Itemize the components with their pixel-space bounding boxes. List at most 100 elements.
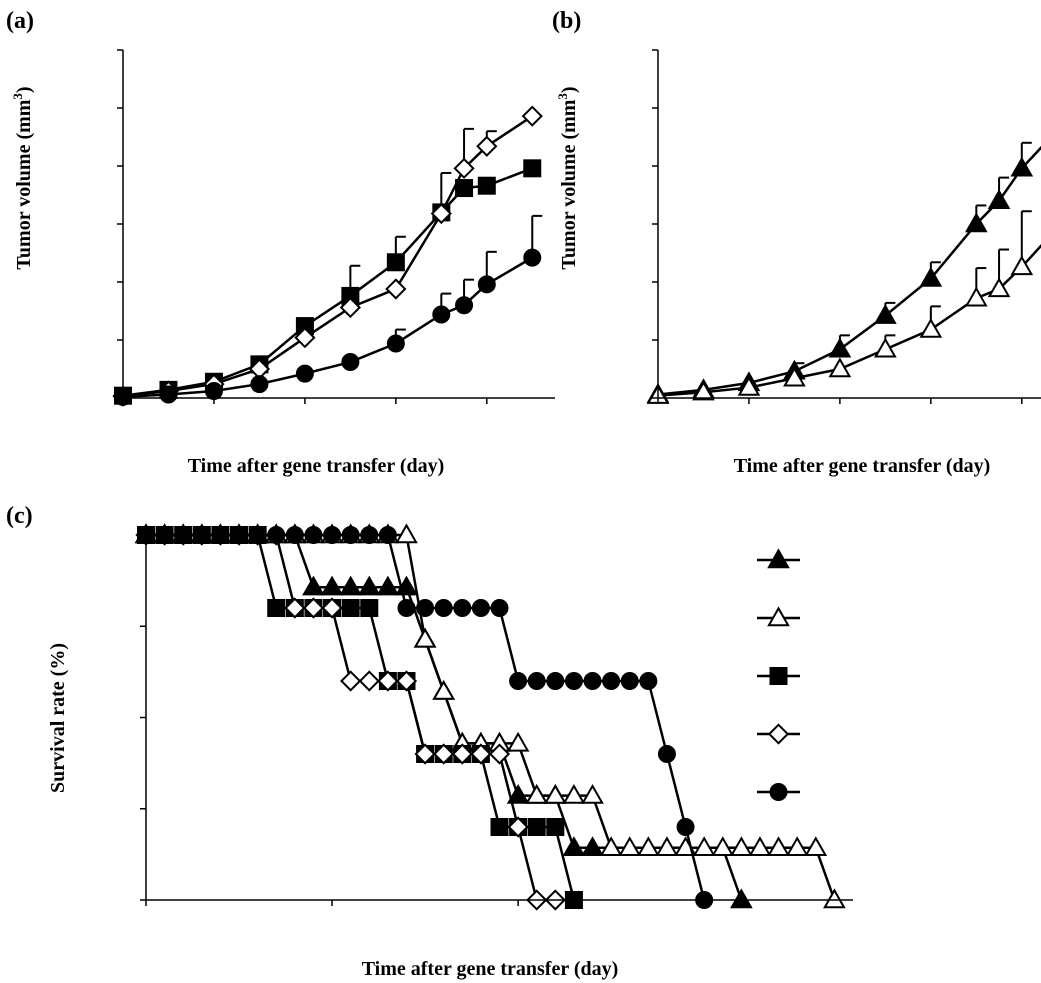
data-point (748, 836, 772, 857)
data-point (385, 278, 407, 300)
series-wild-type-pcpg-hu- (112, 105, 543, 407)
series-line (122, 256, 533, 399)
data-point (386, 334, 405, 353)
data-point (828, 337, 852, 358)
data-point (564, 672, 583, 690)
data-point (639, 672, 658, 690)
data-point (823, 888, 846, 909)
data-point (804, 836, 828, 857)
data-point (737, 375, 761, 396)
data-point (521, 105, 543, 127)
data-point (323, 526, 342, 544)
data-point (267, 526, 286, 544)
data-point (159, 385, 178, 404)
data-point (284, 597, 306, 619)
data-point (204, 382, 223, 401)
data-point (285, 526, 304, 544)
data-point (395, 670, 418, 692)
panel-b-label: (b) (552, 8, 581, 34)
data-point (637, 836, 660, 857)
data-point (341, 353, 360, 372)
panel-a-y-axis-title: Tumor volume (mm3) (10, 86, 35, 269)
data-point (785, 836, 809, 857)
data-point (295, 364, 314, 383)
data-point (230, 526, 249, 544)
panel-a-x-axis-title: Time after gene transfer (day) (188, 455, 445, 477)
data-point (432, 305, 451, 324)
series-ido1ko-pcpg-mu- (646, 210, 1041, 404)
data-point (360, 599, 379, 617)
data-point (294, 327, 316, 349)
data-point (730, 888, 753, 909)
data-point (581, 836, 604, 857)
series-line (146, 533, 576, 901)
data-point (964, 286, 988, 307)
data-point (476, 135, 498, 157)
data-point (620, 672, 639, 690)
series-wild-type-saline (137, 526, 583, 909)
data-point (416, 599, 435, 617)
data-point (506, 731, 530, 752)
data-point (783, 366, 806, 387)
data-point (155, 526, 174, 544)
legend-item (757, 548, 800, 569)
panel-c-y-axis-title: Survival rate (%) (47, 643, 69, 793)
data-point (692, 380, 715, 401)
data-point (211, 526, 230, 544)
legend-marker (769, 783, 788, 801)
data-point (657, 745, 676, 763)
data-point (583, 672, 602, 690)
data-point (711, 836, 735, 857)
panel-b-y-axis-title: Tumor volume (mm3) (555, 86, 580, 269)
data-point (987, 277, 1011, 298)
legend-marker (769, 667, 788, 685)
data-point (302, 597, 325, 619)
data-point (358, 670, 380, 692)
data-point (523, 159, 542, 178)
panel-c-chart: Survival rate (%) Time after gene transf… (47, 523, 853, 980)
panel-b-plot-area (646, 141, 1041, 404)
data-point (506, 783, 530, 804)
data-point (490, 599, 509, 617)
data-point (546, 818, 565, 836)
panel-a-label: (a) (6, 8, 34, 34)
data-point (488, 743, 511, 765)
panel-b-x-axis-title: Time after gene transfer (day) (734, 455, 991, 477)
data-point (490, 818, 509, 836)
data-point (453, 157, 475, 179)
legend-item (757, 723, 800, 745)
panel-a-plot-area (112, 105, 543, 407)
data-point (376, 575, 400, 596)
data-point (377, 670, 399, 692)
data-point (655, 836, 679, 857)
data-point (455, 296, 474, 315)
series-wild-type-pcpg-mu- (137, 526, 714, 909)
data-point (174, 526, 193, 544)
panel-b-chart: Tumor volume (mm3) Time after gene trans… (555, 49, 1041, 477)
series-line (657, 145, 1041, 396)
data-point (433, 743, 455, 765)
data-point (987, 189, 1011, 209)
data-point (340, 670, 362, 692)
legend-marker (767, 723, 790, 745)
data-point (471, 599, 490, 617)
legend (757, 548, 800, 801)
data-point (320, 575, 344, 596)
data-point (919, 266, 943, 287)
panel-c-x-axis-title: Time after gene transfer (day) (362, 958, 619, 980)
data-point (477, 275, 496, 294)
panel-c-plot-area (134, 523, 846, 911)
legend-item (757, 667, 800, 685)
data-point (602, 672, 621, 690)
series-ido1ko-pcpg-hu- (134, 523, 753, 909)
data-point (527, 818, 546, 836)
data-point (1010, 255, 1034, 276)
data-point (414, 743, 436, 765)
data-point (618, 836, 642, 857)
data-point (455, 179, 474, 198)
data-point (525, 783, 549, 804)
data-point (470, 743, 492, 765)
data-point (360, 526, 379, 544)
data-point (874, 304, 897, 324)
data-point (453, 599, 472, 617)
